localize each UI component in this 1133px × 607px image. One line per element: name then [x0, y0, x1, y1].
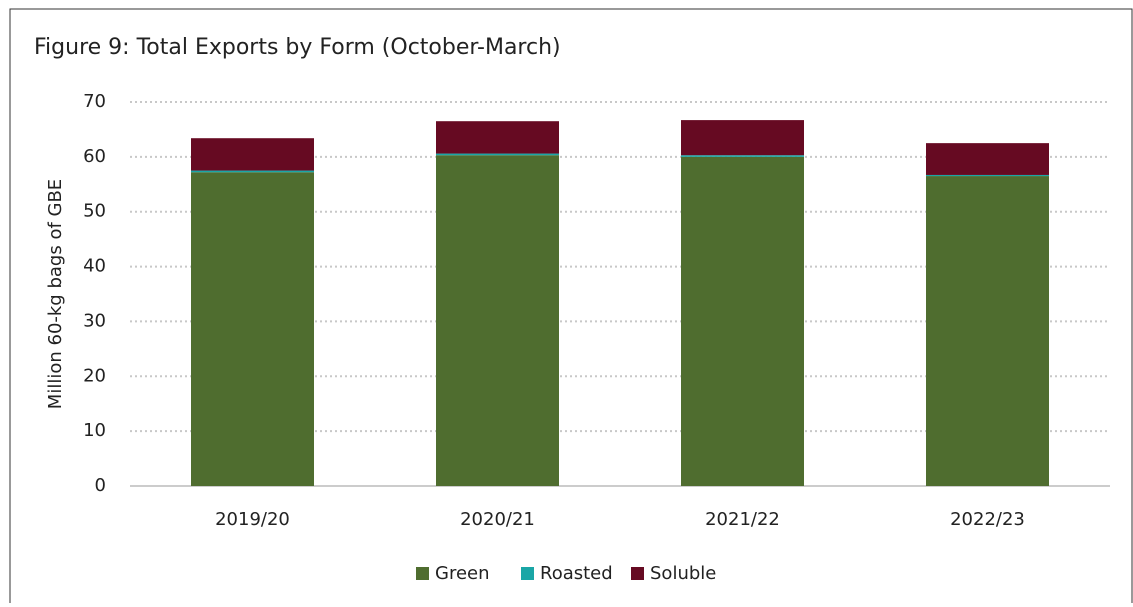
- y-tick-label: 0: [95, 475, 106, 496]
- bar-segment: [191, 170, 314, 173]
- bar-segment: [926, 174, 1049, 177]
- legend-swatch: [631, 567, 644, 580]
- legend-label: Soluble: [650, 563, 716, 584]
- x-tick-label: 2020/21: [460, 509, 535, 530]
- bar-segment: [681, 155, 804, 157]
- bar-segment: [926, 176, 1049, 487]
- bar-segment: [191, 172, 314, 486]
- bar-segment: [926, 143, 1049, 175]
- legend-label: Green: [435, 563, 490, 584]
- x-tick-label: 2019/20: [215, 509, 290, 530]
- chart-title: Figure 9: Total Exports by Form (October…: [34, 35, 561, 60]
- bar-segment: [436, 121, 559, 154]
- legend-swatch: [416, 567, 429, 580]
- bar-segment: [681, 156, 804, 486]
- bar-segment: [191, 138, 314, 171]
- bar-segment: [436, 155, 559, 486]
- y-tick-label: 40: [83, 256, 106, 277]
- y-tick-label: 20: [83, 365, 106, 386]
- y-axis-label: Million 60-kg bags of GBE: [45, 179, 66, 409]
- y-tick-label: 50: [83, 201, 106, 222]
- y-tick-label: 60: [83, 146, 106, 167]
- legend-swatch: [521, 567, 534, 580]
- legend-label: Roasted: [540, 563, 613, 584]
- y-tick-label: 30: [83, 310, 106, 331]
- x-tick-label: 2021/22: [705, 509, 780, 530]
- bar-segment: [681, 120, 804, 156]
- y-tick-label: 10: [83, 420, 106, 441]
- bar-segment: [436, 153, 559, 156]
- x-tick-label: 2022/23: [950, 509, 1025, 530]
- y-tick-label: 70: [83, 91, 106, 112]
- frame: [9, 8, 1133, 607]
